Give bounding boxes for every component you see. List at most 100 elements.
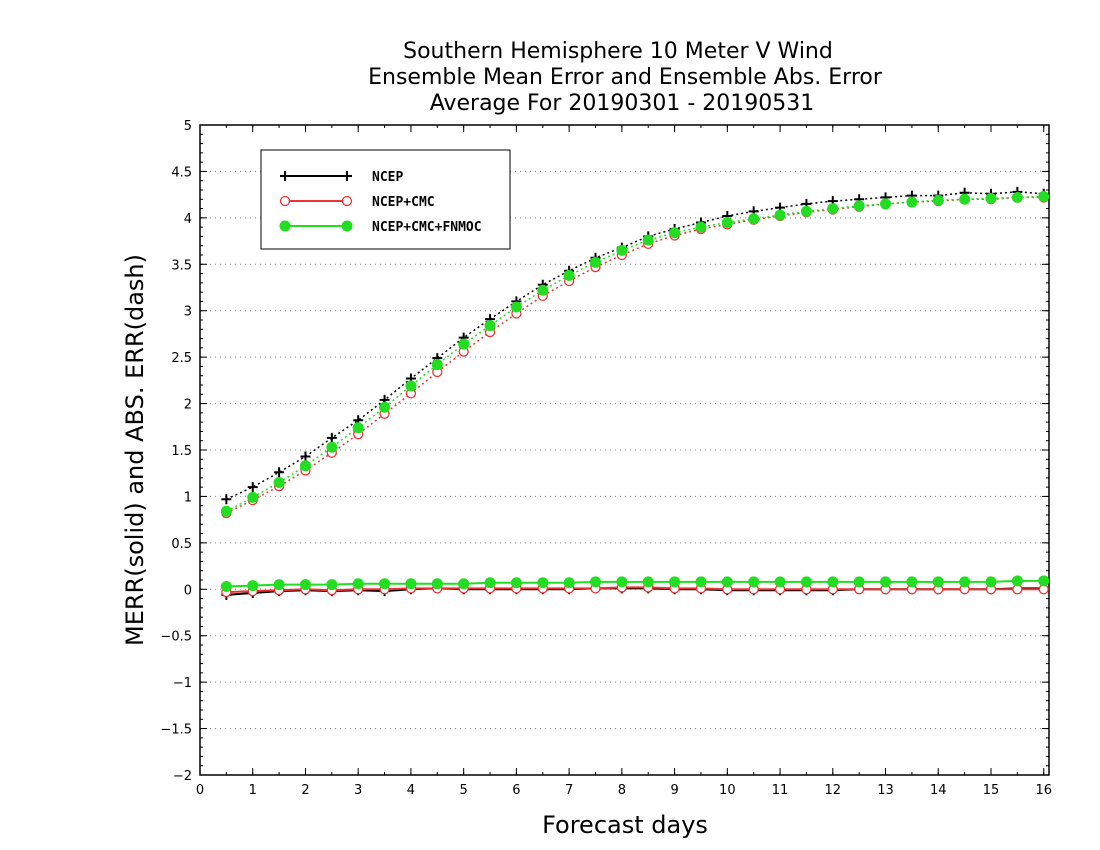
x-tick-label: 9 [670,783,678,798]
abs-error-point-ncep-cmc-fnmoc [537,284,549,296]
x-tick-label: 7 [565,783,573,798]
abs-error-point-ncep-cmc-fnmoc [1038,191,1050,202]
abs-error-point-ncep-cmc-fnmoc [616,244,628,256]
abs-error-point-ncep-cmc-fnmoc [458,338,470,350]
abs-error-point-ncep-cmc-fnmoc [379,401,391,413]
mean-error-point-ncep-cmc-fnmoc [273,579,285,591]
y-tick-label: 1 [184,490,192,505]
chart-title-line-3: Average For 20190301 - 20190531 [430,91,815,116]
abs-error-point-ncep-cmc-fnmoc [932,194,944,206]
abs-error-point-ncep-cmc-fnmoc [827,203,839,215]
abs-error-point-ncep-cmc-fnmoc [880,198,892,210]
y-tick-label: −2 [173,769,192,784]
mean-error-point-ncep-cmc-fnmoc [616,576,628,588]
mean-error-point-ncep-cmc-fnmoc [774,576,786,588]
mean-error-point-ncep-cmc-fnmoc [458,578,470,590]
abs-error-point-ncep-cmc-fnmoc [985,192,997,204]
mean-error-point-ncep-cmc-fnmoc [510,577,522,589]
mean-error-point-ncep-cmc-fnmoc [721,576,733,588]
mean-error-point-ncep-cmc-fnmoc [431,578,443,590]
mean-error-point-ncep-cmc-fnmoc [299,579,311,591]
mean-error-point-ncep-cmc-fnmoc [484,577,496,589]
series-lines [220,186,1050,600]
mean-error-point-ncep-cmc-fnmoc [669,576,681,588]
y-tick-label: 5 [184,119,192,134]
mean-error-point-ncep-cmc-fnmoc [220,581,232,592]
legend-label-ncep-cmc: NCEP+CMC [372,195,435,210]
abs-error-point-ncep-cmc-fnmoc [405,380,417,392]
abs-error-point-ncep-cmc-fnmoc [484,320,496,332]
y-tick-label: 3 [184,305,192,320]
y-tick-label: 1.5 [171,444,192,459]
mean-error-point-ncep-cmc-fnmoc [537,577,549,589]
x-tick-label: 11 [772,783,789,798]
mean-error-point-ncep-cmc-fnmoc [1011,575,1023,587]
abs-error-point-ncep [326,432,337,443]
x-tick-label: 13 [877,783,894,798]
abs-error-point-ncep-cmc-fnmoc [273,477,285,488]
abs-error-point-ncep-cmc-fnmoc [906,196,918,208]
y-tick-label: −1.5 [160,723,192,738]
abs-error-point-ncep-cmc-fnmoc [748,213,760,225]
mean-error-point-ncep-cmc-fnmoc [405,578,417,590]
x-tick-label: 14 [930,783,947,798]
x-tick-label: 12 [825,783,842,798]
abs-error-point-ncep-cmc-fnmoc [721,217,733,228]
y-tick-label: −0.5 [160,630,192,645]
mean-error-point-ncep-cmc-fnmoc [695,576,707,588]
abs-error-point-ncep-cmc-fnmoc [589,256,601,268]
abs-error-point-ncep-cmc-fnmoc [959,193,971,205]
legend-marker-ncep [342,171,352,181]
x-tick-label: 16 [1035,783,1052,798]
legend-box: NCEP NCEP+CMC NCEP+CMC+FNMOC [260,149,511,250]
legend-label-ncep-cmc-fnmoc: NCEP+CMC+FNMOC [372,220,482,235]
mean-error-point-ncep-cmc-fnmoc [800,576,812,588]
abs-error-point-ncep-cmc-fnmoc [642,234,654,246]
x-axis-label: Forecast days [542,811,708,839]
abs-error-point-ncep-cmc-fnmoc [247,491,259,503]
mean-error-point-ncep-cmc-fnmoc [589,576,601,588]
abs-error-point-ncep-cmc-fnmoc [563,269,575,281]
abs-error-point-ncep [247,482,258,493]
mean-error-point-ncep-cmc-fnmoc [326,579,338,591]
legend-marker-ncep-cmc [341,195,353,207]
legend: NCEP NCEP+CMC NCEP+CMC+FNMOC [260,149,511,250]
y-tick-label: 0.5 [171,537,192,552]
abs-error-point-ncep [221,494,232,505]
y-tick-label: 4.5 [171,165,192,180]
abs-error-point-ncep-cmc-fnmoc [800,205,812,217]
x-tick-label: 5 [460,783,468,798]
mean-error-point-ncep-cmc-fnmoc [853,576,865,588]
y-tick-label: −1 [173,676,192,691]
chart-title: Southern Hemisphere 10 Meter V Wind Ense… [368,39,883,116]
series-ncep-cmc [221,192,1049,598]
mean-error-point-ncep-cmc-fnmoc [379,578,391,590]
mean-error-point-ncep-cmc-fnmoc [880,576,892,588]
y-tick-label: 4 [184,212,192,227]
y-tick-label: 2 [184,398,192,413]
y-tick-label: 2.5 [171,351,192,366]
mean-error-point-ncep-cmc-fnmoc [985,576,997,588]
mean-error-point-ncep-cmc-fnmoc [748,576,760,588]
x-tick-label: 3 [354,783,362,798]
mean-error-point-ncep-cmc-fnmoc [247,580,259,592]
mean-error-point-ncep-cmc-fnmoc [827,576,839,588]
mean-error-point-ncep-cmc-fnmoc [932,576,944,588]
mean-error-point-ncep-cmc-fnmoc [563,577,575,589]
abs-error-point-ncep-cmc-fnmoc [352,422,364,434]
legend-marker-ncep-cmc-fnmoc [341,220,353,232]
legend-marker-ncep-cmc [279,195,291,207]
abs-error-point-ncep-cmc-fnmoc [1011,191,1023,203]
abs-error-point-ncep-cmc-fnmoc [669,227,681,239]
x-tick-label: 8 [618,783,626,798]
x-tick-label: 4 [407,783,415,798]
y-tick-label: 3.5 [171,258,192,273]
abs-error-point-ncep-cmc-fnmoc [220,505,232,517]
mean-error-point-ncep-cmc-fnmoc [642,576,654,588]
abs-error-point-ncep-cmc-fnmoc [299,460,311,472]
abs-error-point-ncep [300,451,311,462]
legend-marker-ncep-cmc-fnmoc [279,220,291,232]
mean-error-point-ncep-cmc-fnmoc [1038,575,1050,587]
x-tick-label: 10 [719,783,736,798]
